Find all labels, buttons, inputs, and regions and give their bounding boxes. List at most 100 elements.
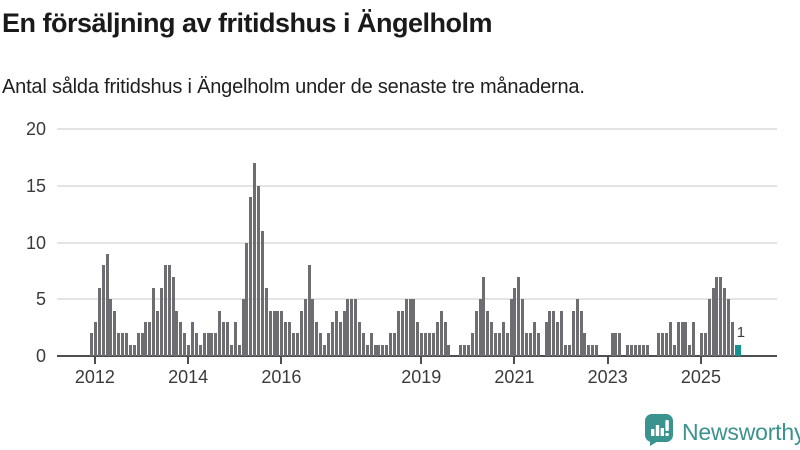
bar — [633, 344, 637, 356]
bar — [490, 321, 494, 356]
bar — [373, 344, 377, 356]
bar — [365, 344, 369, 356]
bar — [338, 321, 342, 356]
bar — [408, 299, 412, 356]
bar — [264, 287, 268, 356]
x-tick-label: 2025 — [680, 367, 721, 387]
bar — [513, 287, 517, 356]
bar — [529, 333, 532, 356]
bar — [571, 310, 575, 356]
bar — [175, 310, 179, 356]
bar — [563, 344, 567, 356]
newsworthy-speech-bubble-chart-icon — [644, 413, 674, 450]
bar — [668, 321, 672, 356]
bar — [323, 344, 327, 356]
bar — [525, 333, 529, 356]
bar — [556, 321, 560, 356]
bar — [396, 310, 400, 356]
bar — [326, 333, 330, 356]
bar — [117, 333, 121, 356]
bar — [560, 310, 564, 356]
bar — [707, 299, 711, 356]
bar — [501, 321, 505, 356]
bar — [466, 344, 470, 356]
bar — [156, 310, 160, 356]
bar — [222, 321, 226, 356]
bar — [140, 333, 144, 356]
x-tick-mark — [606, 357, 609, 364]
x-tick-label: 2023 — [587, 367, 628, 387]
bar — [435, 321, 439, 356]
bar — [486, 310, 490, 356]
bar — [93, 321, 97, 356]
bar — [342, 310, 346, 356]
gridline — [57, 184, 777, 187]
bar — [152, 287, 156, 356]
bar — [688, 344, 692, 356]
bar — [731, 321, 735, 356]
bar — [517, 276, 521, 356]
bar — [319, 333, 323, 356]
bar — [494, 333, 498, 356]
bar — [202, 333, 206, 356]
bar — [295, 333, 299, 356]
bar — [595, 344, 599, 356]
bar — [167, 265, 171, 356]
bar — [459, 344, 463, 356]
bar — [715, 276, 719, 356]
bar — [389, 333, 393, 356]
bar — [532, 321, 536, 356]
newsworthy-logo[interactable]: Newsworthy — [644, 413, 800, 450]
bar — [614, 333, 618, 356]
chart-subtitle: Antal sålda fritidshus i Ängelholm under… — [2, 76, 585, 98]
bar — [699, 333, 703, 356]
y-tick-label: 20 — [25, 119, 46, 139]
x-tick-label: 2016 — [261, 367, 302, 387]
bar — [358, 321, 362, 356]
bar — [657, 333, 661, 356]
x-tick-mark — [699, 357, 702, 364]
y-tick-label: 0 — [35, 346, 46, 366]
bar — [412, 299, 416, 356]
bar — [334, 310, 338, 356]
bar — [233, 321, 237, 356]
bar — [544, 321, 548, 356]
bar — [210, 333, 214, 356]
bar — [567, 344, 571, 356]
bar — [361, 333, 365, 356]
bar — [505, 333, 509, 356]
bar — [478, 299, 482, 356]
bar — [404, 299, 408, 356]
bar — [307, 265, 311, 356]
bar — [350, 299, 354, 356]
bar — [276, 310, 280, 356]
bar — [121, 333, 125, 356]
bar — [645, 344, 649, 356]
newsworthy-wordmark: Newsworthy — [682, 419, 800, 445]
bar — [237, 344, 241, 356]
bar — [536, 333, 540, 356]
bar — [105, 253, 109, 356]
bar — [579, 310, 583, 356]
bar — [194, 333, 198, 356]
bar — [420, 333, 424, 356]
bar — [163, 265, 167, 356]
bar — [548, 310, 552, 356]
bar — [509, 299, 513, 356]
bar — [575, 299, 579, 356]
bar — [664, 333, 668, 356]
latest-value-label: 1 — [736, 323, 746, 341]
chart-title: En försäljning av fritidshus i Ängelholm — [2, 8, 493, 38]
bar — [587, 344, 591, 356]
bar — [431, 333, 435, 356]
bar — [618, 333, 622, 356]
bar — [661, 333, 665, 356]
bar — [206, 333, 210, 356]
bar — [443, 321, 447, 356]
bar — [144, 321, 148, 356]
bar — [268, 310, 272, 356]
bar — [723, 287, 727, 356]
bar — [346, 299, 350, 356]
gridline — [57, 298, 777, 301]
bar — [521, 299, 525, 356]
